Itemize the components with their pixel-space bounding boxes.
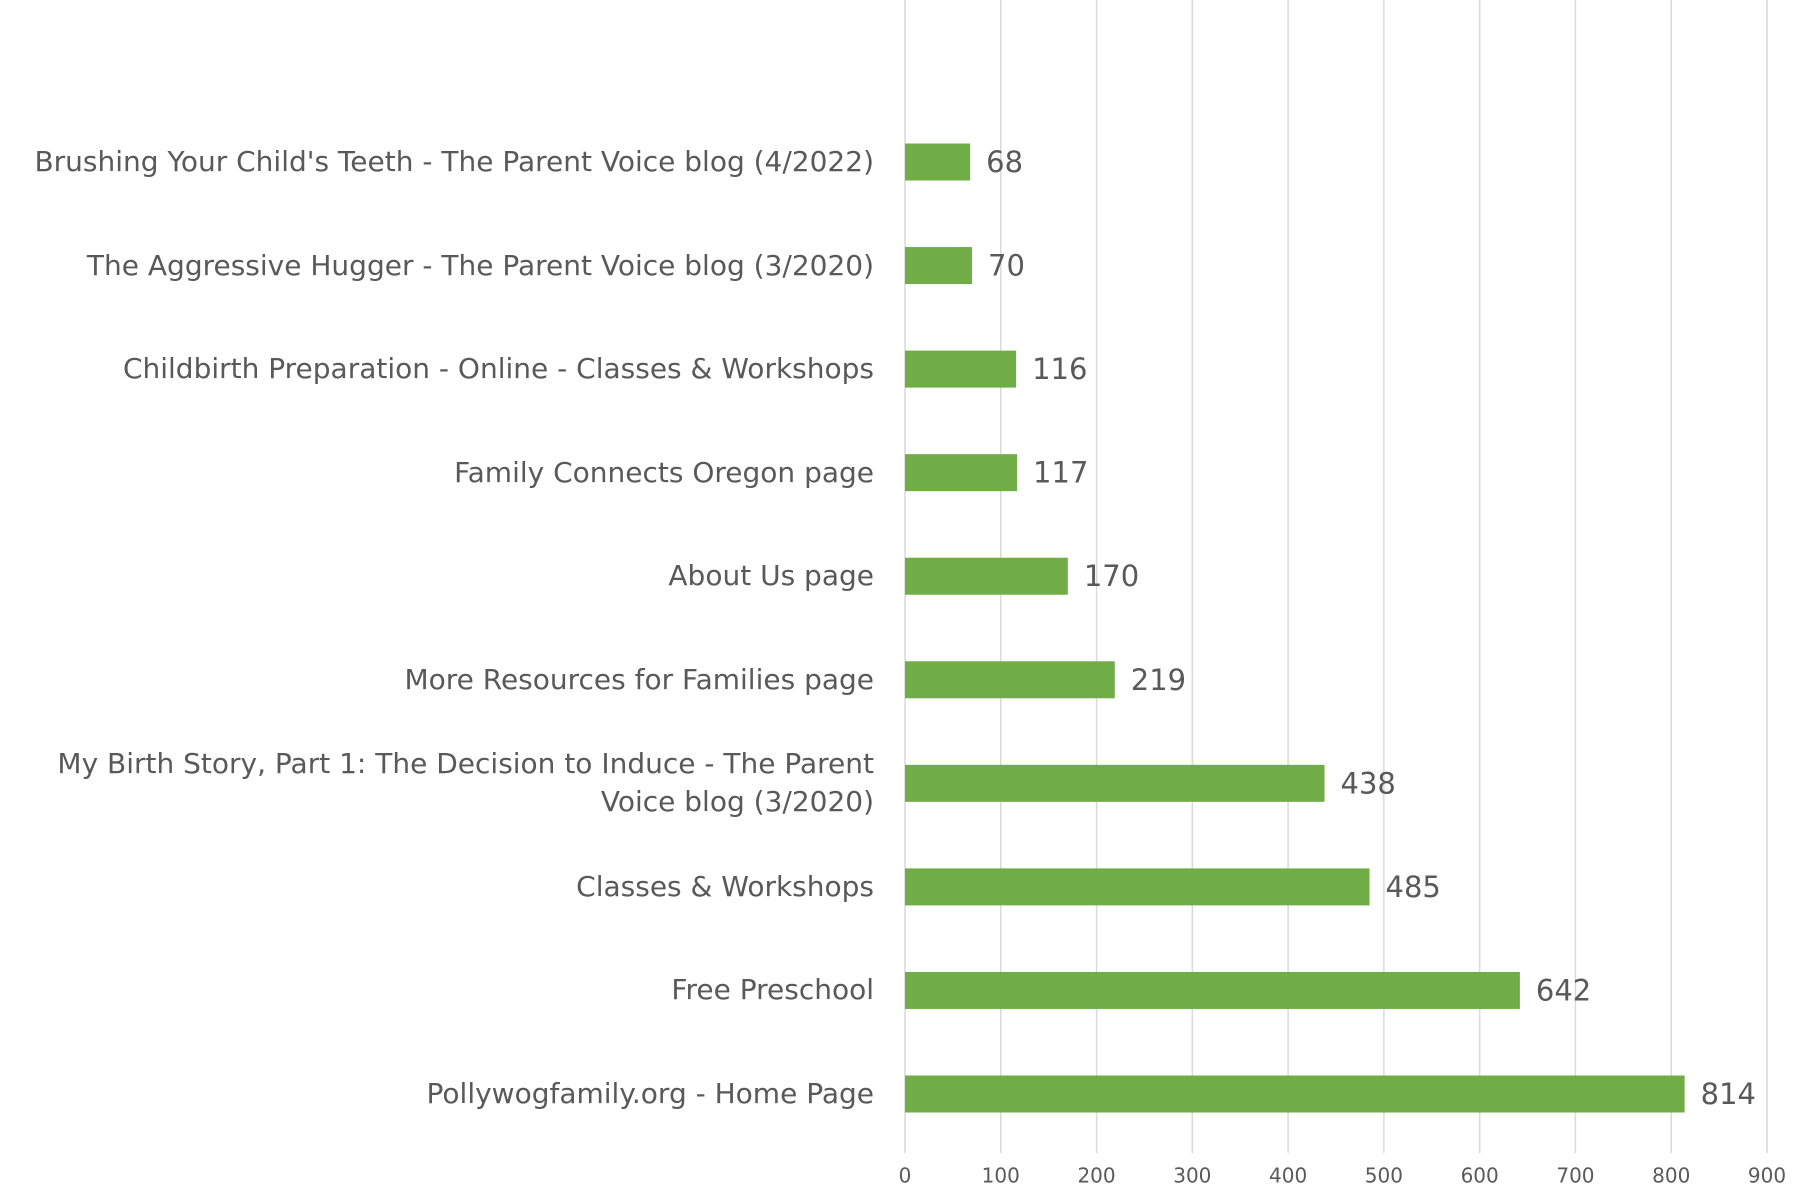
category-label: Family Connects Oregon page <box>454 455 874 489</box>
bar <box>905 247 973 285</box>
data-label: 814 <box>1701 1077 1756 1111</box>
data-label: 117 <box>1033 456 1088 490</box>
category-label: Brushing Your Child's Teeth - The Parent… <box>34 145 874 178</box>
data-label: 642 <box>1536 973 1591 1007</box>
category-label: The Aggressive Hugger - The Parent Voice… <box>86 248 874 282</box>
data-label: 70 <box>988 249 1025 283</box>
category-label: Pollywogfamily.org - Home Page <box>426 1077 874 1110</box>
x-tick-label: 400 <box>1269 1164 1307 1188</box>
bar <box>905 971 1520 1009</box>
data-label: 219 <box>1131 663 1186 697</box>
data-label: 485 <box>1386 870 1441 904</box>
x-tick-label: 900 <box>1748 1164 1786 1188</box>
x-tick-label: 0 <box>899 1164 912 1188</box>
category-label: Childbirth Preparation - Online - Classe… <box>122 352 874 386</box>
bar <box>905 143 971 181</box>
data-label: 116 <box>1032 352 1087 386</box>
x-tick-label: 100 <box>982 1164 1020 1188</box>
bar <box>905 661 1115 699</box>
category-label: Free Preschool <box>671 973 874 1007</box>
data-label: 170 <box>1084 559 1139 593</box>
bar <box>905 764 1325 802</box>
x-tick-label: 800 <box>1652 1164 1690 1188</box>
bar <box>905 454 1018 492</box>
data-label: 438 <box>1341 766 1396 800</box>
x-tick-label: 500 <box>1365 1164 1403 1188</box>
category-label: Classes & Workshops <box>576 869 874 903</box>
x-tick-label: 600 <box>1461 1164 1499 1188</box>
x-tick-label: 700 <box>1556 1164 1594 1188</box>
category-label: My Birth Story, Part 1: The Decision to … <box>57 747 874 819</box>
x-tick-label: 300 <box>1173 1164 1211 1188</box>
bar <box>905 350 1017 388</box>
bar <box>905 557 1068 595</box>
bar <box>905 1075 1685 1113</box>
data-label: 68 <box>986 145 1023 179</box>
x-tick-label: 200 <box>1077 1164 1115 1188</box>
category-label: More Resources for Families page <box>404 662 874 696</box>
category-label: About Us page <box>668 559 874 593</box>
bar <box>905 868 1370 906</box>
